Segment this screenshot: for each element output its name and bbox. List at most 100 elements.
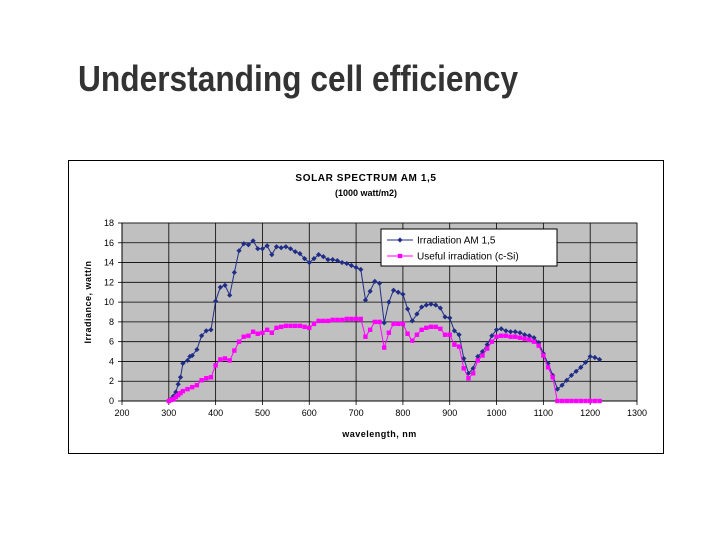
data-point (513, 334, 518, 339)
data-point (222, 356, 228, 361)
data-point (173, 394, 179, 400)
data-point (349, 316, 354, 322)
data-point (185, 386, 190, 392)
y-axis-label: Irradiance, watt/n (83, 260, 93, 343)
data-point (582, 359, 589, 366)
y-tick-label: 0 (109, 396, 114, 406)
data-point (255, 331, 260, 336)
x-tick-label: 1000 (487, 408, 507, 418)
data-point (405, 331, 410, 336)
legend: Irradiation AM 1,5 Useful irradiation (c… (380, 228, 558, 267)
data-point (246, 333, 251, 338)
data-point (321, 318, 326, 324)
data-point (372, 319, 378, 325)
data-point (587, 353, 593, 360)
x-tick-label: 800 (395, 408, 410, 418)
data-point (517, 335, 523, 340)
data-point (178, 390, 183, 396)
data-point (400, 321, 406, 327)
data-point (367, 288, 373, 294)
y-tick-label: 18 (104, 218, 114, 228)
data-point (367, 327, 373, 332)
data-point (278, 324, 284, 330)
data-point (597, 398, 602, 404)
data-point (274, 325, 279, 331)
y-tick-label: 16 (104, 238, 114, 248)
data-point (596, 356, 603, 363)
x-tick-label: 1300 (627, 408, 647, 418)
data-point (545, 365, 551, 370)
data-point (278, 245, 284, 251)
data-point (358, 316, 363, 322)
data-point (175, 381, 181, 387)
data-point (409, 318, 415, 324)
data-point (302, 324, 307, 330)
data-point (168, 397, 174, 403)
data-point (522, 332, 528, 338)
x-tick-label: 700 (349, 408, 364, 418)
data-point (208, 375, 214, 380)
data-point (396, 321, 401, 327)
data-point (325, 318, 331, 324)
data-point (536, 343, 541, 348)
data-point (527, 337, 532, 342)
data-point (381, 345, 387, 350)
data-point (177, 374, 184, 380)
data-point (442, 314, 448, 320)
data-point (564, 398, 569, 404)
data-point (512, 329, 518, 335)
legend-box (380, 228, 558, 267)
x-tick-label: 400 (208, 408, 223, 418)
data-point (578, 398, 584, 404)
data-point (250, 238, 256, 244)
data-point (564, 377, 570, 383)
data-point (456, 332, 462, 338)
data-point (550, 375, 555, 380)
data-point (260, 330, 265, 335)
data-point (536, 340, 542, 346)
data-point (218, 357, 223, 362)
data-point (264, 327, 270, 332)
data-point (545, 360, 551, 367)
solar-spectrum-chart: SOLAR SPECTRUM AM 1,5 (1000 watt/m2) 0 2 4… (83, 173, 647, 439)
data-point (213, 363, 218, 368)
y-tick-label: 2 (109, 376, 114, 386)
data-point (517, 330, 523, 336)
x-tick-label: 900 (442, 408, 457, 418)
data-point (208, 327, 214, 333)
data-point (461, 355, 467, 362)
data-point (311, 321, 317, 327)
data-point (287, 246, 294, 252)
slide-title: Understanding cell efficiency (78, 58, 519, 99)
data-point (559, 398, 565, 404)
data-point (410, 338, 415, 343)
axes: 0 2 4 6 8 10 12 14 16 18 200 300 400 500 600 700 800 900 1… (104, 218, 647, 418)
data-point (391, 321, 396, 327)
data-point (451, 328, 458, 334)
y-tick-label: 10 (104, 297, 114, 307)
data-point (493, 327, 500, 333)
data-point (232, 348, 237, 353)
y-tick-label: 8 (109, 317, 114, 327)
x-tick-label: 200 (114, 408, 129, 418)
data-point (390, 287, 397, 293)
x-tick-label: 600 (302, 408, 317, 418)
data-point (475, 353, 481, 360)
legend-label-irradiation: Irradiation AM 1,5 (417, 236, 496, 247)
data-point (522, 336, 527, 341)
data-point (189, 352, 195, 359)
data-point (480, 353, 485, 358)
x-tick-label: 500 (255, 408, 270, 418)
data-point (507, 329, 514, 335)
data-point (568, 372, 575, 378)
data-point (283, 323, 289, 329)
data-point (344, 316, 349, 322)
x-axis-label: wavelength, nm (341, 429, 417, 439)
data-point (175, 392, 181, 398)
data-point (353, 316, 359, 322)
data-point (419, 327, 424, 332)
data-point (358, 266, 364, 273)
data-point (541, 353, 546, 358)
data-point (363, 334, 368, 339)
data-point (508, 334, 513, 339)
